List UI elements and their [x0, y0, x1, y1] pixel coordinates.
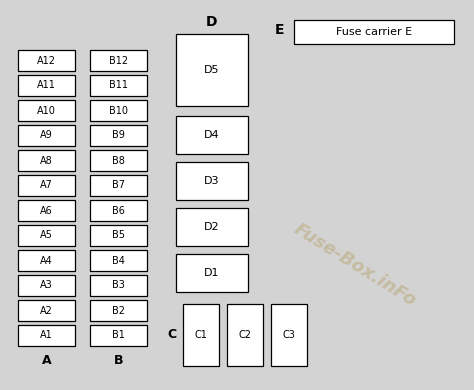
FancyBboxPatch shape — [18, 250, 75, 271]
Text: A6: A6 — [40, 206, 53, 216]
Text: B1: B1 — [112, 330, 125, 340]
FancyBboxPatch shape — [18, 175, 75, 196]
Text: A9: A9 — [40, 131, 53, 140]
Text: A5: A5 — [40, 230, 53, 241]
Text: B10: B10 — [109, 106, 128, 115]
FancyBboxPatch shape — [183, 304, 219, 366]
Text: A11: A11 — [37, 80, 56, 90]
Text: A: A — [42, 354, 51, 367]
Text: B9: B9 — [112, 131, 125, 140]
FancyBboxPatch shape — [18, 50, 75, 71]
FancyBboxPatch shape — [90, 275, 147, 296]
Text: A4: A4 — [40, 255, 53, 266]
FancyBboxPatch shape — [90, 100, 147, 121]
FancyBboxPatch shape — [90, 325, 147, 346]
Text: D4: D4 — [204, 130, 220, 140]
FancyBboxPatch shape — [18, 200, 75, 221]
FancyBboxPatch shape — [90, 125, 147, 146]
Text: C2: C2 — [238, 330, 252, 340]
Text: B3: B3 — [112, 280, 125, 291]
Text: D: D — [206, 15, 218, 29]
FancyBboxPatch shape — [18, 150, 75, 171]
Text: B4: B4 — [112, 255, 125, 266]
FancyBboxPatch shape — [176, 34, 248, 106]
FancyBboxPatch shape — [18, 75, 75, 96]
FancyBboxPatch shape — [176, 208, 248, 246]
Text: B6: B6 — [112, 206, 125, 216]
Text: B5: B5 — [112, 230, 125, 241]
FancyBboxPatch shape — [18, 225, 75, 246]
FancyBboxPatch shape — [227, 304, 263, 366]
Text: A1: A1 — [40, 330, 53, 340]
FancyBboxPatch shape — [176, 254, 248, 292]
FancyBboxPatch shape — [90, 175, 147, 196]
Text: Fuse-Box.inFo: Fuse-Box.inFo — [291, 220, 419, 310]
Text: B2: B2 — [112, 305, 125, 316]
Text: A8: A8 — [40, 156, 53, 165]
Text: B11: B11 — [109, 80, 128, 90]
Text: Fuse carrier E: Fuse carrier E — [336, 27, 412, 37]
Text: B12: B12 — [109, 55, 128, 66]
FancyBboxPatch shape — [18, 275, 75, 296]
Text: D3: D3 — [204, 176, 220, 186]
FancyBboxPatch shape — [90, 250, 147, 271]
FancyBboxPatch shape — [176, 116, 248, 154]
Text: A3: A3 — [40, 280, 53, 291]
FancyBboxPatch shape — [271, 304, 307, 366]
FancyBboxPatch shape — [90, 300, 147, 321]
Text: D5: D5 — [204, 65, 220, 75]
FancyBboxPatch shape — [18, 100, 75, 121]
Text: C1: C1 — [194, 330, 208, 340]
Text: B: B — [114, 354, 123, 367]
FancyBboxPatch shape — [90, 200, 147, 221]
FancyBboxPatch shape — [90, 225, 147, 246]
FancyBboxPatch shape — [18, 125, 75, 146]
FancyBboxPatch shape — [18, 300, 75, 321]
Text: A12: A12 — [37, 55, 56, 66]
Text: B8: B8 — [112, 156, 125, 165]
Text: D2: D2 — [204, 222, 220, 232]
FancyBboxPatch shape — [18, 325, 75, 346]
FancyBboxPatch shape — [90, 75, 147, 96]
FancyBboxPatch shape — [90, 50, 147, 71]
Text: A2: A2 — [40, 305, 53, 316]
FancyBboxPatch shape — [176, 162, 248, 200]
Text: B7: B7 — [112, 181, 125, 190]
Text: D1: D1 — [204, 268, 220, 278]
Text: C: C — [167, 328, 176, 342]
Text: A10: A10 — [37, 106, 56, 115]
FancyBboxPatch shape — [294, 20, 454, 44]
Text: A7: A7 — [40, 181, 53, 190]
Text: C3: C3 — [283, 330, 295, 340]
FancyBboxPatch shape — [90, 150, 147, 171]
Text: E: E — [275, 23, 285, 37]
